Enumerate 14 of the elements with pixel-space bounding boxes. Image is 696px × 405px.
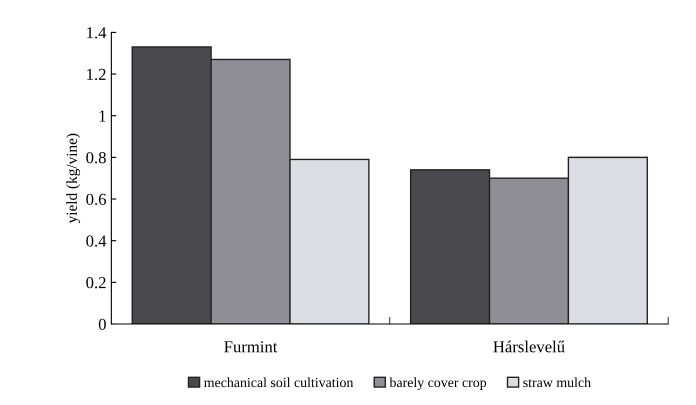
y-tick-label: 0.4 — [86, 235, 106, 247]
x-tick-label: Hárslevelű — [493, 340, 565, 352]
y-tick-label: 1 — [100, 110, 106, 122]
y-tick-label: 0.2 — [86, 277, 106, 288]
y-tick-label: 0.6 — [86, 194, 106, 206]
y-axis-title: yield (kg/vine) — [66, 134, 80, 224]
y-tick-label: 1.4 — [87, 27, 106, 38]
y-tick-label: 0 — [98, 318, 106, 330]
x-tick-label: Furmint — [224, 341, 278, 352]
legend-label: barely cover crop — [390, 377, 486, 390]
y-tick-label: 1.2 — [87, 68, 106, 80]
legend-label: straw mulch — [523, 377, 591, 388]
legend-label: mechanical soil cultivation — [204, 377, 354, 388]
y-tick-label: 0.8 — [86, 152, 106, 164]
